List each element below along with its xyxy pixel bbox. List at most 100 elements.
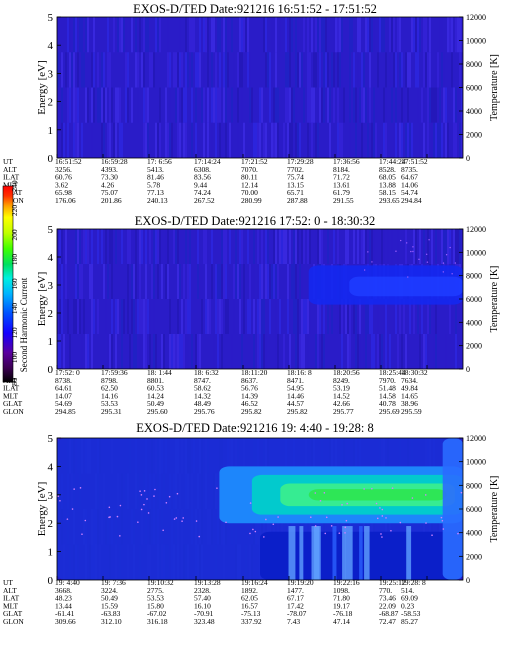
spectrogram-panel-1: EXOS-D/TED Date:921216 16:51:52 - 17:51:…	[3, 2, 500, 205]
orbit-cell: 71.72	[333, 173, 350, 182]
energy-tick-label: 3	[48, 490, 54, 502]
texture-strip	[341, 299, 343, 334]
texture-strip	[265, 334, 267, 369]
orbit-cell: 294.84	[401, 196, 422, 205]
texture-strip	[133, 334, 135, 369]
texture-strip	[311, 122, 313, 158]
temperature-axis-label: Temperature [K]	[489, 476, 500, 543]
texture-strip	[427, 299, 429, 334]
texture-strip	[85, 87, 87, 123]
texture-strip	[393, 122, 395, 158]
texture-strip	[321, 17, 323, 53]
texture-strip	[407, 122, 409, 158]
texture-strip	[347, 334, 349, 369]
texture-strip	[235, 264, 237, 299]
scatter-point	[381, 508, 384, 511]
texture-strip	[201, 87, 203, 123]
texture-strip	[333, 229, 335, 264]
orbit-cell: 8471.	[287, 376, 304, 385]
texture-strip	[431, 229, 433, 264]
texture-strip	[367, 122, 369, 158]
texture-strip	[369, 299, 371, 334]
scatter-point	[314, 492, 317, 494]
scatter-point	[390, 529, 392, 532]
orbit-cell: 14.58	[379, 391, 396, 400]
orbit-table: UT 19: 4:40 19: 7:36 19:10:32 19:13:28 19:16:…	[3, 578, 426, 626]
texture-strip	[127, 87, 129, 123]
texture-strip	[361, 87, 363, 123]
texture-strip	[275, 52, 277, 88]
texture-strip	[77, 264, 79, 299]
colorbar-tick-label: 120	[10, 327, 19, 339]
texture-strip	[365, 17, 367, 53]
orbit-cell: 323.48	[194, 617, 215, 626]
texture-strip	[259, 122, 261, 158]
texture-strip	[101, 264, 103, 299]
texture-strip	[83, 229, 85, 264]
texture-strip	[185, 334, 187, 369]
texture-strip	[107, 122, 109, 158]
texture-strip	[373, 334, 375, 369]
texture-strip	[195, 334, 197, 369]
texture-strip	[177, 299, 179, 334]
texture-strip	[383, 17, 385, 53]
orbit-row-label: ILAT	[3, 384, 20, 393]
texture-strip	[167, 264, 169, 299]
orbit-cell: 17:36:56	[333, 157, 360, 166]
texture-strip	[143, 122, 145, 158]
orbit-cell: 75.07	[101, 188, 118, 197]
texture-strip	[151, 264, 153, 299]
texture-strip	[309, 229, 311, 264]
texture-strip	[331, 52, 333, 88]
texture-strip	[115, 299, 117, 334]
texture-strip	[457, 229, 459, 264]
texture-strip	[217, 17, 219, 53]
texture-strip	[231, 122, 233, 158]
colorbar-ticks: 80 100 120 140 160 180 200 220 240	[10, 180, 19, 386]
panel-title: EXOS-D/TED Date:921216 19: 4:40 - 19:28:…	[136, 421, 373, 435]
texture-strip	[385, 334, 387, 369]
texture-strip	[155, 17, 157, 53]
texture-strip	[143, 229, 145, 264]
texture-strip	[61, 264, 63, 299]
texture-strip	[271, 264, 273, 299]
orbit-cell: 49.84	[401, 384, 418, 393]
energy-tick-label: 4	[48, 40, 54, 52]
orbit-cell: 64.61	[55, 384, 72, 393]
texture-strip	[185, 52, 187, 88]
texture-strip	[167, 17, 169, 53]
orbit-cell: 18: 6:32	[194, 368, 219, 377]
texture-strip	[183, 122, 185, 158]
texture-strip	[389, 52, 391, 88]
texture-strip	[107, 17, 109, 53]
orbit-cell: 0.23	[401, 601, 414, 610]
texture-strip	[381, 229, 383, 264]
texture-strip	[63, 229, 65, 264]
texture-strip	[459, 17, 461, 53]
texture-strip	[235, 87, 237, 123]
texture-strip	[253, 122, 255, 158]
orbit-cell: 8637.	[241, 376, 258, 385]
texture-strip	[399, 299, 401, 334]
vertical-streak	[332, 526, 337, 580]
orbit-cell: 295.31	[101, 407, 122, 416]
texture-strip	[353, 87, 355, 123]
texture-strip	[169, 334, 171, 369]
scatter-point	[395, 250, 397, 252]
texture-strip	[253, 229, 255, 264]
texture-strip	[201, 264, 203, 299]
texture-strip	[131, 229, 133, 264]
texture-strip	[357, 17, 359, 53]
texture-strip	[101, 229, 103, 264]
texture-strip	[75, 17, 77, 53]
texture-strip	[385, 52, 387, 88]
texture-strip	[435, 122, 437, 158]
texture-strip	[405, 52, 407, 88]
orbit-cell: -58.53	[401, 609, 421, 618]
texture-strip	[291, 17, 293, 53]
scatter-point	[400, 239, 402, 242]
scatter-point	[454, 262, 457, 264]
texture-strip	[281, 299, 283, 334]
colorbar: 80 100 120 140 160 180 200 220 240 Second Harmon…	[2, 180, 29, 386]
